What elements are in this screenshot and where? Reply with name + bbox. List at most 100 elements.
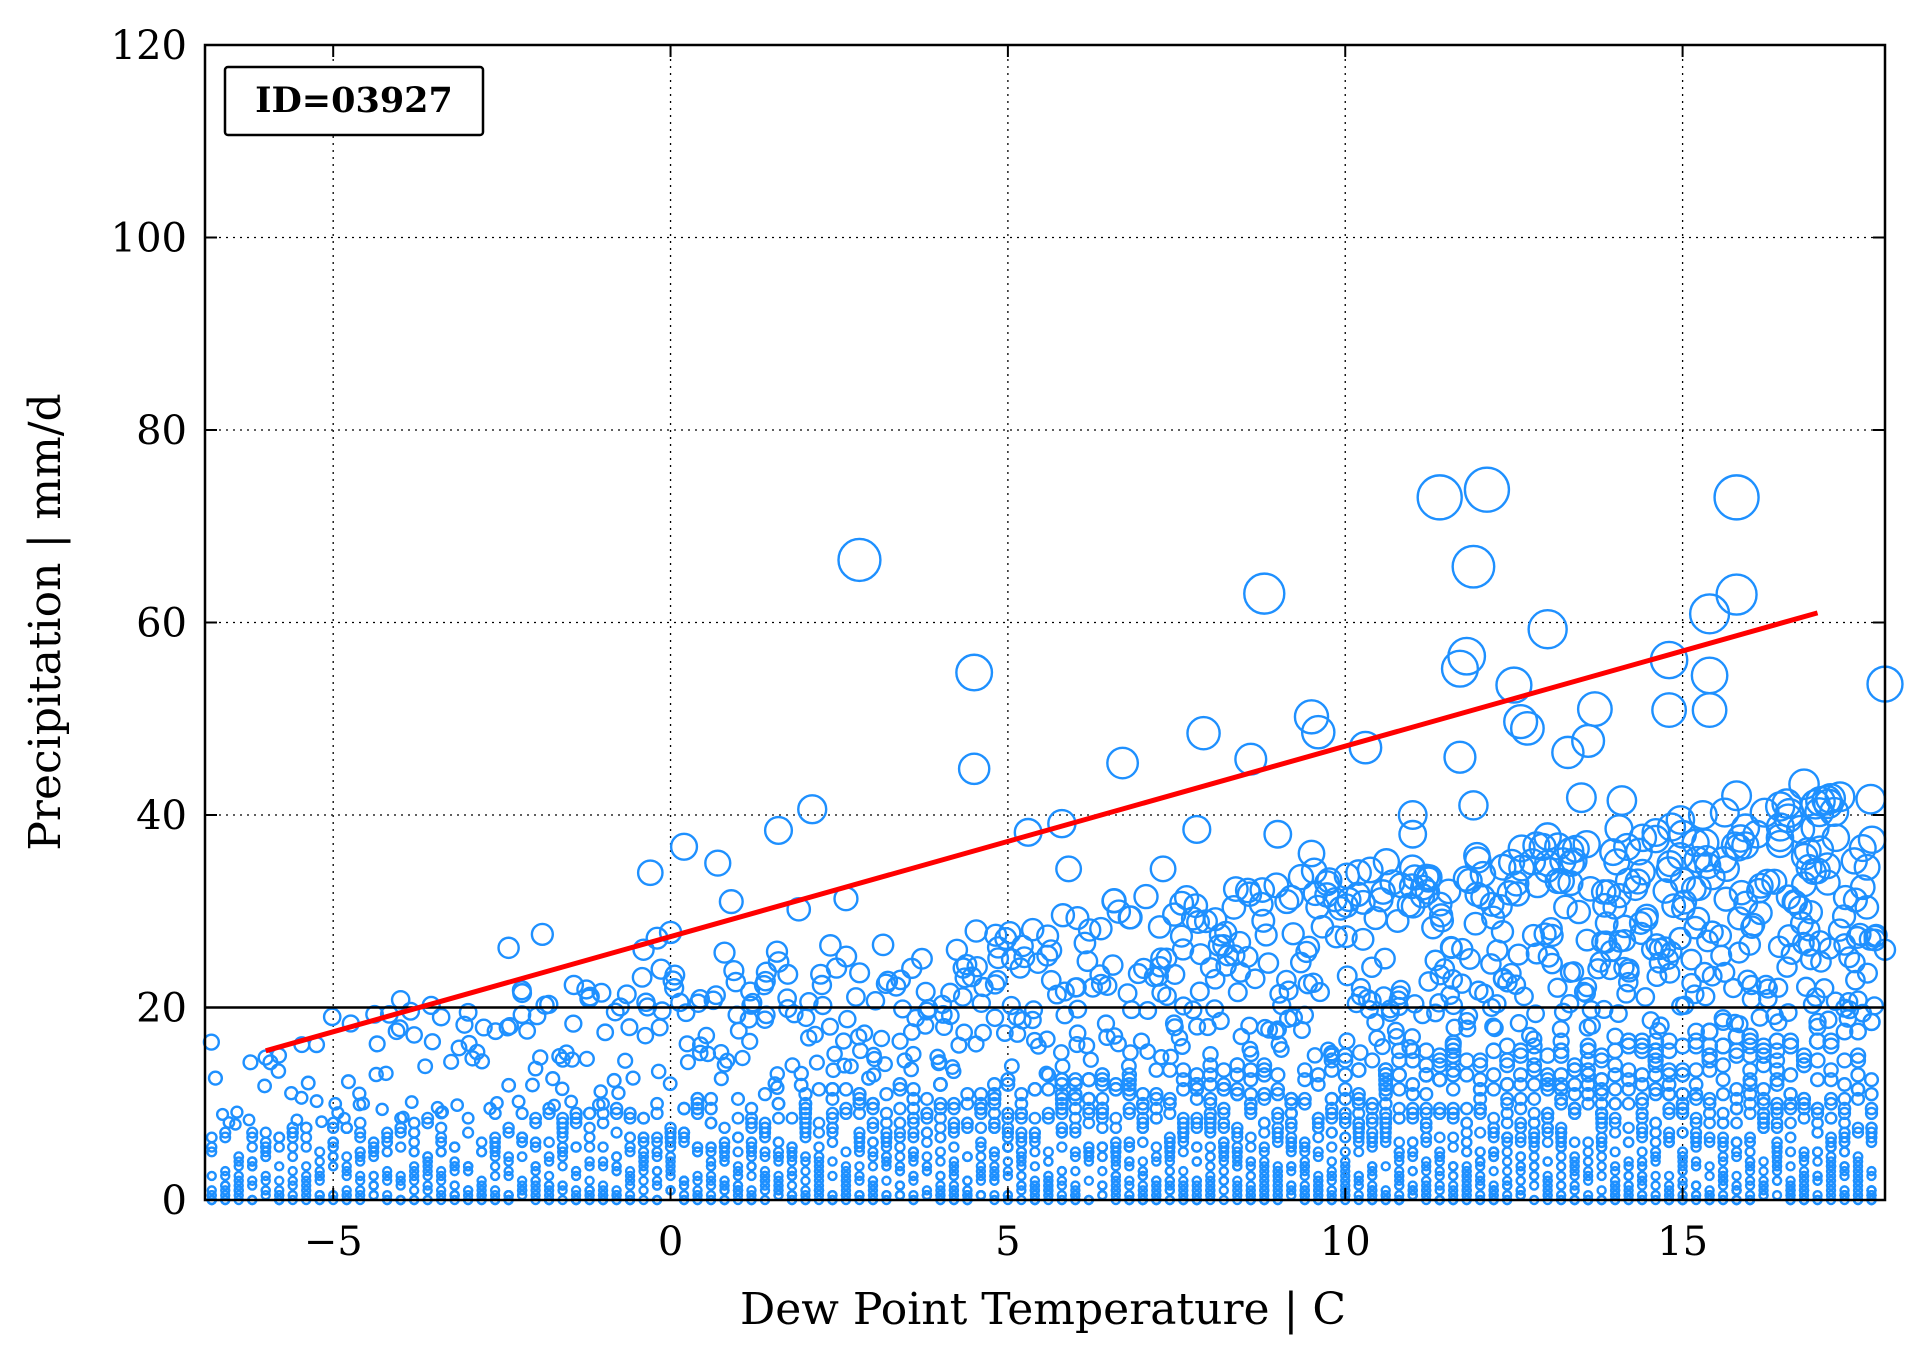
data-point [906, 1101, 921, 1116]
data-point [530, 1161, 541, 1172]
data-point [987, 1086, 1002, 1102]
data-point [988, 1146, 1000, 1158]
data-point [1229, 1057, 1246, 1074]
data-point [368, 1066, 384, 1083]
data-point [1326, 1165, 1337, 1177]
data-point [1690, 1161, 1702, 1172]
data-point [1622, 1136, 1635, 1149]
data-point [1620, 1062, 1637, 1078]
data-point [287, 1175, 298, 1186]
data-point [1393, 1136, 1406, 1149]
data-point [813, 1170, 825, 1182]
data-point [1461, 1185, 1472, 1196]
data-point [1164, 1180, 1176, 1191]
data-point [1785, 1180, 1796, 1191]
data-point [1628, 823, 1658, 853]
data-point [1326, 1185, 1337, 1196]
data-point [247, 1175, 258, 1186]
data-point [746, 1185, 757, 1196]
data-point [501, 1077, 517, 1093]
data-point [1744, 1156, 1756, 1167]
data-point [300, 1075, 316, 1091]
data-point [394, 1141, 407, 1153]
data-point [1149, 1101, 1164, 1116]
data-point [570, 1165, 582, 1177]
data-point [301, 1170, 312, 1182]
data-point [1041, 1111, 1055, 1125]
data-point [665, 1170, 676, 1182]
data-point [1463, 466, 1511, 513]
data-point [961, 1116, 974, 1130]
data-point [1070, 1165, 1081, 1177]
data-point [1568, 1136, 1581, 1149]
data-point [975, 1136, 987, 1149]
data-point [838, 1082, 854, 1097]
data-point [893, 999, 913, 1019]
data-point [881, 1156, 892, 1167]
data-point [1526, 1057, 1543, 1074]
data-point [1814, 978, 1835, 999]
data-point [1756, 1096, 1771, 1111]
data-point [1367, 1180, 1378, 1191]
data-point [1122, 1086, 1137, 1102]
data-point [1231, 1131, 1244, 1144]
id-annotation-box: ID=03927 [223, 65, 485, 137]
data-point [691, 1141, 704, 1153]
data-point [1474, 1161, 1486, 1172]
data-point [664, 1131, 677, 1144]
data-point [605, 1002, 625, 1022]
data-point [852, 1106, 867, 1121]
data-point [502, 1121, 515, 1135]
data-point [1761, 868, 1788, 895]
data-point [1178, 1175, 1189, 1186]
data-point [1633, 1032, 1651, 1050]
data-point [1501, 1131, 1514, 1144]
data-point [387, 1022, 406, 1041]
data-point [1379, 1111, 1393, 1125]
data-point [1715, 573, 1758, 616]
data-point [1635, 987, 1656, 1007]
data-point [664, 964, 686, 986]
data-point [1351, 1096, 1366, 1111]
data-point [1234, 877, 1261, 904]
data-point [1109, 1035, 1127, 1053]
data-point [1069, 1146, 1081, 1158]
data-point [404, 1095, 419, 1110]
data-point [1122, 1106, 1136, 1121]
data-point [1849, 1022, 1867, 1041]
data-point [1825, 1180, 1837, 1191]
data-point [920, 1106, 934, 1121]
data-point [1563, 961, 1585, 983]
data-point [1434, 1156, 1445, 1167]
data-point [1421, 1180, 1432, 1191]
data-point [1258, 1156, 1270, 1167]
data-point [1474, 1180, 1486, 1191]
data-point [1002, 1170, 1014, 1182]
data-point [1027, 1082, 1043, 1097]
data-point [1534, 849, 1562, 877]
data-point [867, 1185, 879, 1196]
data-point [691, 1146, 704, 1158]
data-point [638, 1146, 650, 1158]
data-point [1717, 1165, 1729, 1177]
data-point [1215, 1062, 1232, 1078]
data-point [890, 969, 911, 991]
data-point [1419, 1116, 1433, 1130]
data-point [1001, 1106, 1015, 1121]
data-point [1351, 927, 1375, 951]
data-point [1117, 905, 1142, 930]
data-point [1445, 1082, 1461, 1097]
data-point [1582, 1156, 1594, 1167]
data-point [1446, 1106, 1460, 1121]
data-point [1231, 1146, 1243, 1158]
data-point [1204, 968, 1226, 990]
data-point [813, 1185, 825, 1196]
data-point [813, 1165, 825, 1177]
data-point [1756, 1082, 1771, 1097]
data-point [529, 1136, 542, 1149]
data-point [1594, 1106, 1609, 1121]
data-point [1314, 870, 1341, 897]
data-point [1596, 1185, 1607, 1196]
data-point [1581, 1096, 1596, 1111]
